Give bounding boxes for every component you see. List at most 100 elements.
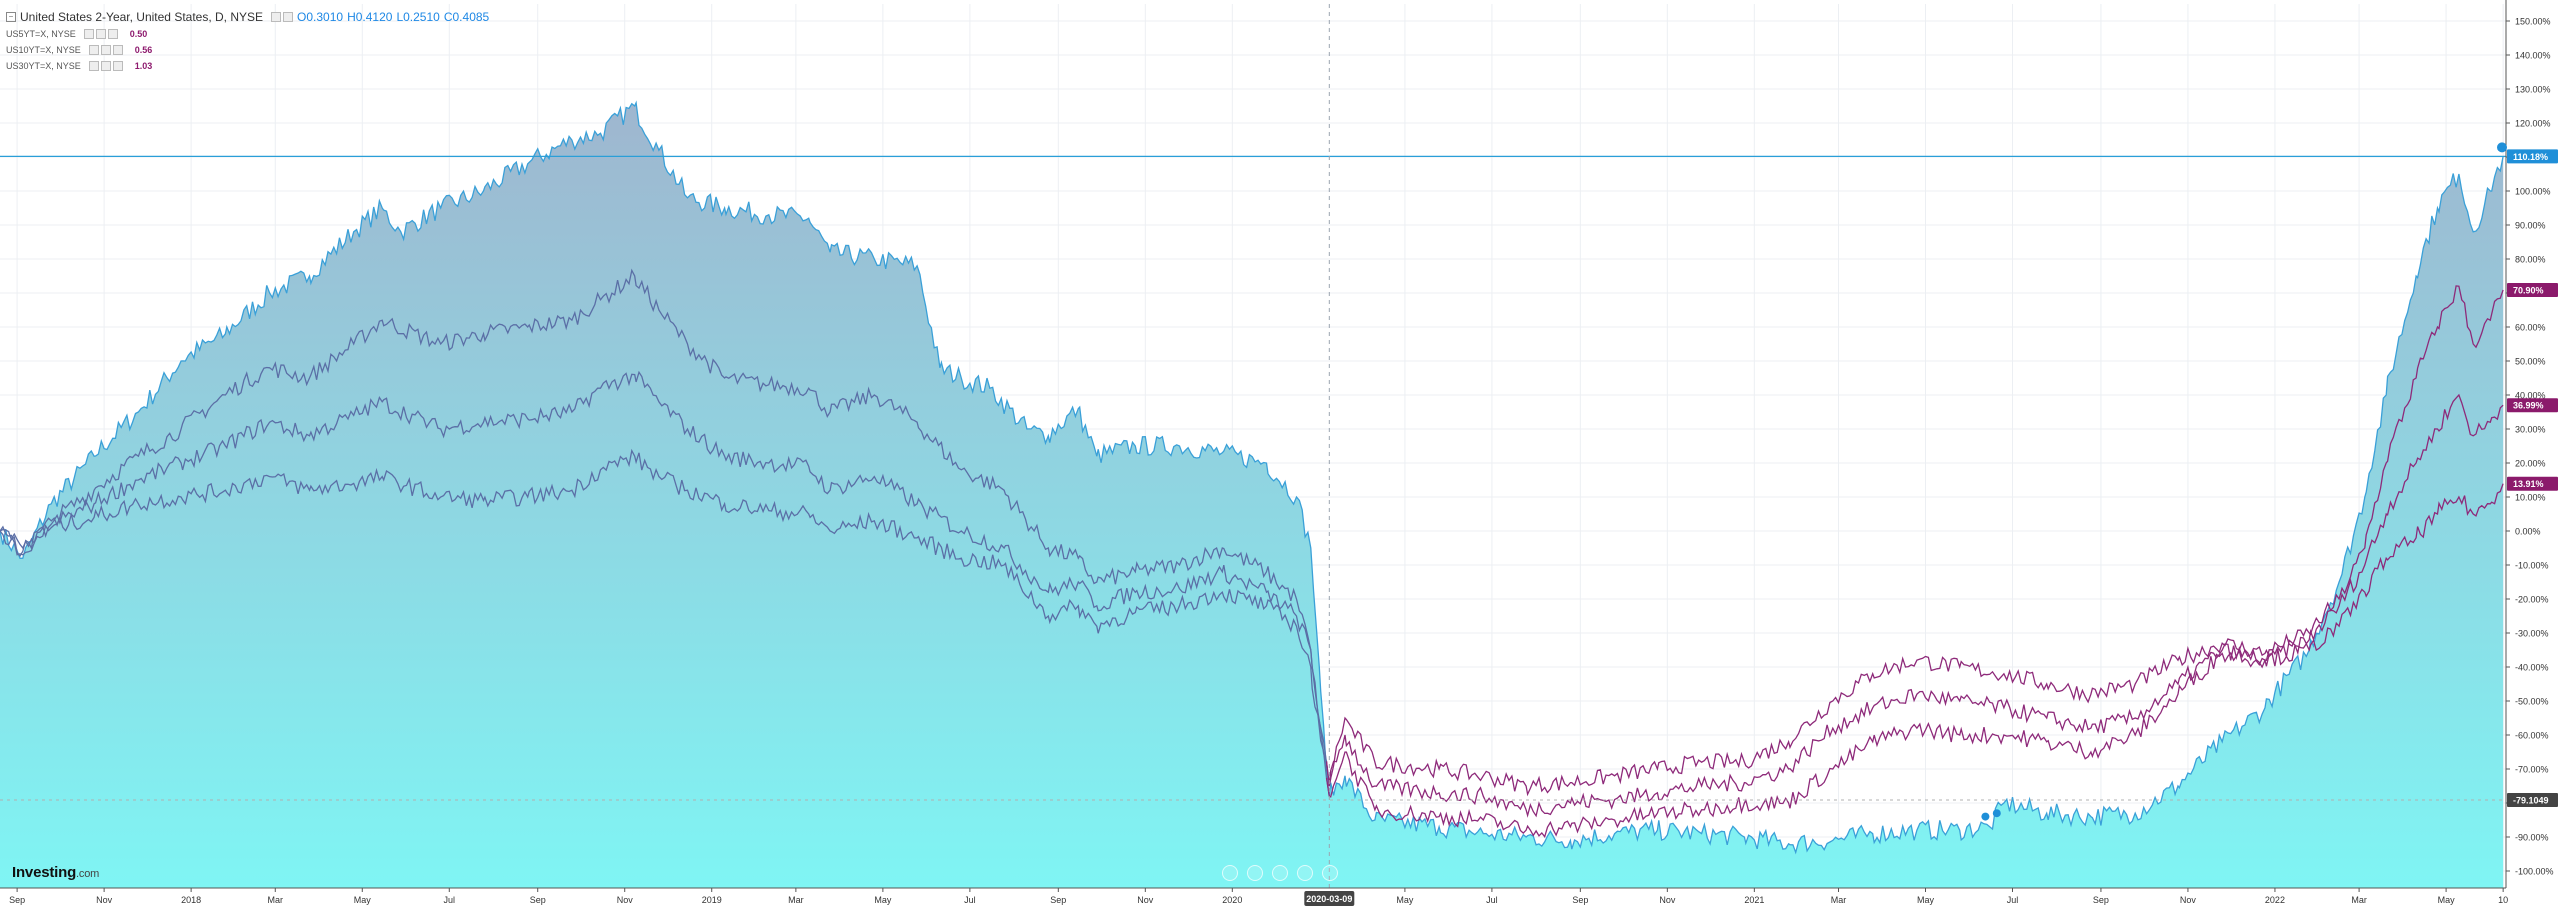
legend-compare-row[interactable]: US5YT=X, NYSE 0.50	[6, 26, 489, 42]
y-tick-label: 10.00%	[2515, 493, 2546, 503]
y-tick-label: -30.00%	[2515, 629, 2549, 639]
compare-value: 0.56	[134, 45, 153, 55]
low-value: L0.2510	[396, 10, 440, 24]
close-icon[interactable]	[107, 29, 118, 40]
series-line-us5yt-x	[0, 268, 1332, 787]
legend-compare-row[interactable]: US30YT=X, NYSE 1.03	[6, 58, 489, 74]
crosshair-date-label: 2020-03-09	[1306, 894, 1352, 904]
x-tick-label: Nov	[96, 895, 113, 905]
investing-logo: Investing.com	[12, 864, 99, 881]
series-line-us30yt-x	[1325, 483, 2504, 839]
x-tick-label: May	[1917, 895, 1935, 905]
y-tick-label: 140.00%	[2515, 51, 2551, 61]
y-tick-label: 120.00%	[2515, 119, 2551, 129]
y-tick-label: -70.00%	[2515, 765, 2549, 775]
y-tick-label: -100.00%	[2515, 867, 2554, 877]
settings-icon[interactable]	[271, 12, 282, 22]
settings-icon[interactable]	[100, 61, 111, 72]
crosshair-date-box	[1304, 891, 1355, 906]
compare-label[interactable]: US10YT=X, NYSE	[6, 45, 81, 55]
nav-button[interactable]	[1322, 865, 1338, 881]
logo-main: Investing	[12, 864, 77, 881]
close-icon[interactable]	[112, 61, 123, 72]
y-tick-label: 100.00%	[2515, 187, 2551, 197]
close-value: C0.4085	[443, 10, 490, 24]
y-tick-label: -90.00%	[2515, 833, 2549, 843]
settings-icon[interactable]	[100, 45, 111, 56]
x-tick-label: 2019	[702, 895, 722, 905]
y-tick-label: 0.00%	[2515, 527, 2541, 537]
y-tick-label: 150.00%	[2515, 17, 2551, 27]
x-tick-label: Mar	[2351, 895, 2367, 905]
compare-lines	[0, 268, 2504, 839]
x-axis[interactable]: Sep Nov 2018 Mar May Jul Sep Nov 2019 Mar May Jul Se…	[0, 887, 2560, 911]
series-line-us10yt-x	[0, 370, 1332, 787]
y-tick-label: 80.00%	[2515, 255, 2546, 265]
high-value: H0.4120	[347, 10, 393, 24]
chart-nav	[1222, 865, 1338, 881]
y-axis[interactable]: 150.00%140.00%130.00%120.00%110.00%100.0…	[2505, 0, 2560, 911]
compare-label[interactable]: US30YT=X, NYSE	[6, 61, 81, 71]
x-tick-label: May	[874, 895, 892, 905]
last-value-labels: 110.18% 70.90% 36.99% 13.91% -79.1049	[1981, 142, 2558, 821]
x-tick-label: Sep	[530, 895, 546, 905]
x-tick-label: Jul	[2007, 895, 2019, 905]
close-icon[interactable]	[112, 45, 123, 56]
y-tick-label: 30.00%	[2515, 425, 2546, 435]
nav-button[interactable]	[1272, 865, 1288, 881]
compare-value: 1.03	[134, 61, 153, 71]
x-tick-label: May	[1396, 895, 1414, 905]
event-marker-icon	[1981, 812, 1990, 821]
x-tick-label: Jul	[444, 895, 456, 905]
eye-icon[interactable]	[88, 61, 99, 72]
legend-compare-row[interactable]: US10YT=X, NYSE 0.56	[6, 42, 489, 58]
last-label-2-year: 110.18%	[2513, 152, 2548, 162]
series-line-us10yt-x	[1325, 393, 2504, 818]
last-label-us5yt-x-box	[2507, 282, 2558, 297]
event-marker-icon	[1992, 809, 2001, 818]
nav-button[interactable]	[1222, 865, 1238, 881]
x-tick-label: 2020	[1222, 895, 1242, 905]
area-layer	[0, 100, 2504, 889]
compare-label[interactable]: US5YT=X, NYSE	[6, 29, 76, 39]
x-tick-label: Jul	[964, 895, 976, 905]
x-tick-label: Sep	[1572, 895, 1588, 905]
instrument-title[interactable]: United States 2-Year, United States, D, …	[20, 10, 264, 24]
legend-main-row[interactable]: − United States 2-Year, United States, D…	[6, 8, 489, 26]
legend: − United States 2-Year, United States, D…	[6, 8, 489, 74]
logo-suffix: .com	[76, 868, 100, 880]
y-tick-label: 130.00%	[2515, 85, 2551, 95]
y-tick-label: -10.00%	[2515, 561, 2549, 571]
nav-button[interactable]	[1297, 865, 1313, 881]
y-tick-label: 40.00%	[2515, 391, 2546, 401]
area-fill-2-year	[0, 102, 2504, 889]
eye-icon[interactable]	[83, 29, 94, 40]
series-line-us30yt-x	[0, 448, 1331, 798]
price-marker-icon	[2497, 142, 2507, 153]
last-label-us5yt-x: 70.90%	[2513, 285, 2544, 295]
x-tick-label: Nov	[2180, 895, 2197, 905]
y-tick-label: 20.00%	[2515, 459, 2546, 469]
y-tick-label: 50.00%	[2515, 357, 2546, 367]
close-icon[interactable]	[283, 12, 294, 22]
x-tick-label: Jul	[1486, 895, 1498, 905]
x-tick-label: Sep	[1050, 895, 1066, 905]
last-label-us30yt-x-box	[2507, 476, 2558, 491]
collapse-icon[interactable]: −	[6, 12, 16, 22]
last-label-us10yt-x-box	[2507, 398, 2558, 413]
settings-icon[interactable]	[95, 29, 106, 40]
x-tick-label: Mar	[268, 895, 284, 905]
x-tick-label: Nov	[1659, 895, 1676, 905]
x-tick-label: 2021	[1744, 895, 1764, 905]
x-tick-label: Nov	[1137, 895, 1154, 905]
open-value: O0.3010	[297, 10, 344, 24]
nav-button[interactable]	[1247, 865, 1263, 881]
eye-icon[interactable]	[88, 45, 99, 56]
x-tick-label: Mar	[1831, 895, 1847, 905]
x-tick-label: Nov	[617, 895, 634, 905]
x-tick-label: Sep	[9, 895, 25, 905]
last-label-us10yt-x: 36.99%	[2513, 401, 2544, 411]
y-tick-label: 90.00%	[2515, 221, 2546, 231]
x-tick-label: May	[2438, 895, 2456, 905]
